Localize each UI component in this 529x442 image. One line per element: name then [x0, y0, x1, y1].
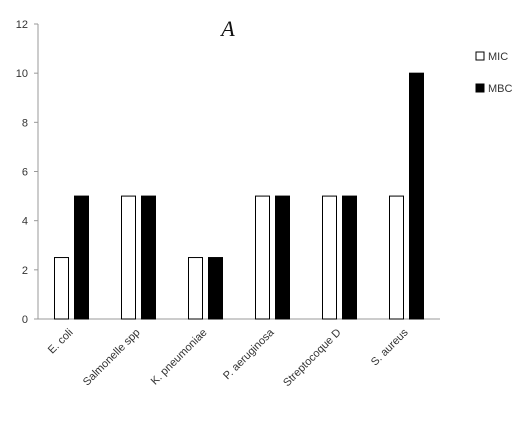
category-label: S. aureus — [369, 326, 411, 368]
bar-mic — [255, 195, 270, 320]
bar-mbc — [74, 195, 89, 320]
bar-mbc — [208, 257, 223, 320]
chart-title: A — [219, 16, 235, 41]
category-label: K. pneumoniae — [149, 327, 210, 388]
bar-mic — [121, 195, 136, 320]
y-tick-label: 8 — [22, 117, 28, 129]
legend-label-mbc: MBC — [488, 83, 513, 95]
y-tick-label: 0 — [22, 314, 28, 326]
legend: MIC MBC — [475, 51, 513, 95]
bar-mbc — [342, 195, 357, 320]
y-tick-label: 2 — [22, 265, 28, 277]
y-tick-label: 10 — [16, 68, 28, 80]
bar-mic — [54, 257, 69, 320]
bars-group — [54, 72, 424, 320]
bar-mic — [389, 195, 404, 320]
y-tick-label: 6 — [22, 167, 28, 179]
category-label: Salmonelle spp — [81, 327, 143, 389]
bar-mbc — [275, 195, 290, 320]
legend-swatch-mbc — [475, 83, 485, 93]
legend-label-mic: MIC — [488, 51, 508, 63]
bar-mbc — [141, 195, 156, 320]
category-label: Streptocoque D — [281, 327, 344, 390]
y-tick-label: 4 — [22, 216, 28, 228]
y-tick-label: 12 — [16, 19, 28, 31]
category-label: P. aeruginosa — [221, 326, 277, 382]
bar-mic — [188, 257, 203, 320]
legend-swatch-mic — [475, 51, 485, 61]
bar-mic — [322, 195, 337, 320]
category-label: E. coli — [46, 327, 76, 357]
y-axis-ticks: 0 2 4 6 8 10 12 — [16, 19, 38, 326]
category-labels: E. coli Salmonelle spp K. pneumoniae P. aer… — [46, 326, 411, 389]
bar-mbc — [409, 72, 424, 320]
